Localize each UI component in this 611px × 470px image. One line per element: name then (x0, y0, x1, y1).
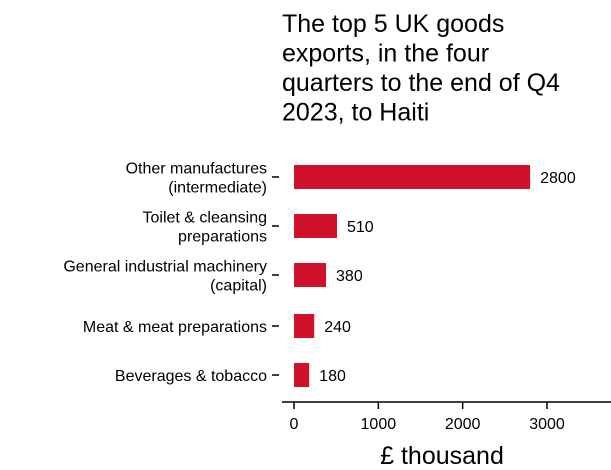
x-tick-label: 0 (290, 416, 299, 433)
x-axis: 0 1000 2000 3000 (282, 401, 611, 433)
category-label: Toilet & cleansing (142, 210, 267, 227)
bar (294, 263, 327, 287)
category-label: preparations (178, 229, 267, 246)
chart-title-line: exports, in the four (282, 40, 489, 68)
value-label: 380 (336, 268, 363, 285)
x-axis-title: £ thousand (380, 442, 504, 470)
value-label: 180 (319, 368, 346, 385)
category-label: (capital) (210, 278, 267, 295)
bar (294, 363, 310, 387)
bars (294, 165, 531, 387)
category-label: (intermediate) (168, 180, 267, 197)
bar (294, 165, 531, 189)
bar (294, 314, 315, 338)
x-tick-label: 1000 (361, 416, 397, 433)
chart-title-line: The top 5 UK goods (282, 10, 504, 38)
chart-title-line: 2023, to Haiti (282, 99, 429, 127)
x-tick-label: 2000 (445, 416, 481, 433)
bar (294, 214, 338, 238)
category-label: Meat & meat preparations (83, 319, 267, 336)
value-label: 240 (324, 319, 351, 336)
category-labels: Other manufactures (intermediate) Toilet &… (63, 161, 279, 385)
x-tick-label: 3000 (529, 416, 565, 433)
value-labels: 2800 510 380 240 180 (319, 170, 576, 385)
category-label: Beverages & tobacco (115, 368, 267, 385)
value-label: 2800 (540, 170, 576, 187)
value-label: 510 (347, 219, 374, 236)
chart-title-line: quarters to the end of Q4 (282, 69, 560, 97)
category-label: Other manufactures (126, 161, 267, 178)
category-label: General industrial machinery (63, 259, 267, 276)
